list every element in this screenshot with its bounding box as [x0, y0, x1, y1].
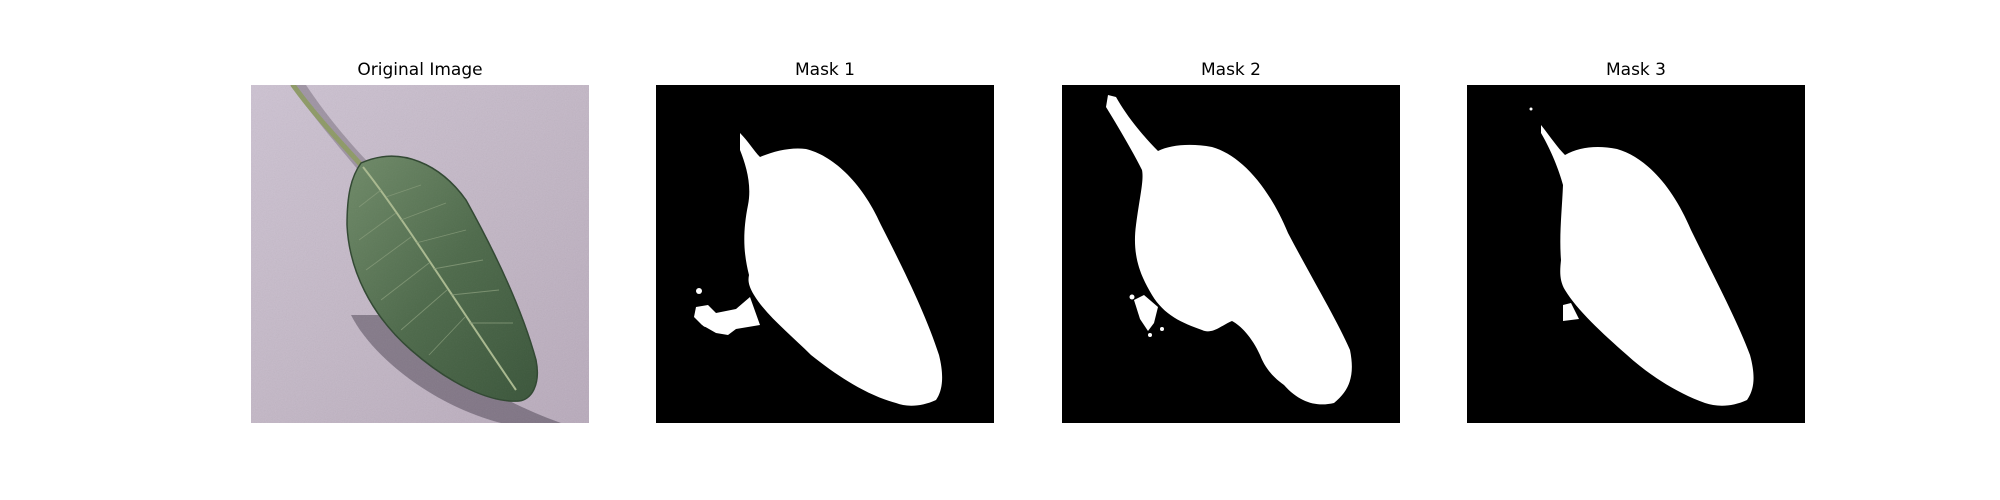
mask-2-image — [1062, 85, 1400, 423]
original-leaf-image — [251, 85, 589, 423]
mask-1-image — [656, 85, 994, 423]
mask-1-noise-region — [694, 297, 760, 335]
panel-mask-2: Mask 2 — [1062, 59, 1400, 423]
mask-3-leaf-region — [1541, 125, 1754, 406]
panel-mask-3: Mask 3 — [1467, 59, 1805, 423]
mask-3-image — [1467, 85, 1805, 423]
mask-3-noise-region — [1563, 303, 1579, 321]
panel-title-mask-3: Mask 3 — [1605, 60, 1666, 80]
panel-title-mask-1: Mask 1 — [794, 60, 855, 80]
mask-1-leaf-region — [740, 133, 943, 406]
panel-original-image: Original Image — [251, 59, 589, 423]
panel-title-original-image: Original Image — [357, 60, 483, 80]
mask-2-leaf-region — [1106, 95, 1352, 405]
panel-mask-1: Mask 1 — [656, 59, 994, 423]
mask-2-noise-region — [1134, 295, 1158, 331]
panel-title-mask-2: Mask 2 — [1200, 60, 1261, 80]
